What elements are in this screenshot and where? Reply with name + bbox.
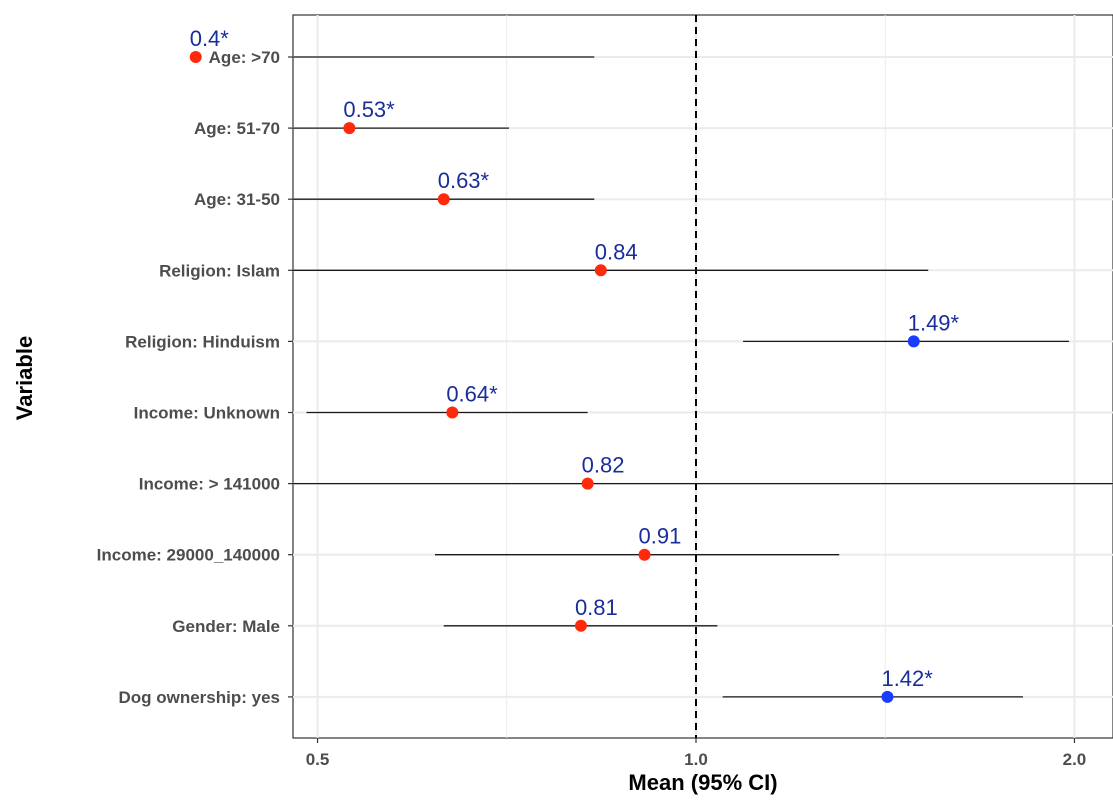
data-label: 1.49* <box>908 310 960 335</box>
data-label-layer: 0.4* 0.53* 0.63* 0.84 1.49* 0.64* 0.82 0.91 0.81… <box>190 26 960 691</box>
y-category-label: Income: 29000_140000 <box>97 546 280 565</box>
y-category-label: Gender: Male <box>172 617 280 636</box>
point-estimate <box>881 690 894 703</box>
y-category-label: Age: >70 <box>209 48 280 67</box>
point-estimate <box>446 406 459 419</box>
data-label: 0.63* <box>438 168 490 193</box>
data-label: 0.4* <box>190 26 230 51</box>
x-tick-label: 1.0 <box>684 750 708 769</box>
y-category-label: Dog ownership: yes <box>118 688 280 707</box>
y-category-labels: Age: >70 Age: 51-70 Age: 31-50 Religion: Is… <box>97 48 293 707</box>
data-label: 0.84 <box>595 239 638 264</box>
x-tick-label: 2.0 <box>1063 750 1087 769</box>
point-estimate <box>907 335 920 348</box>
data-label: 1.42* <box>881 666 933 691</box>
point-layer <box>189 51 920 703</box>
point-estimate <box>574 619 587 632</box>
data-label: 0.53* <box>343 97 395 122</box>
point-estimate <box>343 122 356 135</box>
x-tick-label: 0.5 <box>306 750 330 769</box>
data-label: 0.82 <box>582 453 625 478</box>
x-axis-title: Mean (95% CI) <box>628 770 777 795</box>
data-label: 0.91 <box>639 524 682 549</box>
point-estimate <box>638 548 651 561</box>
y-category-label: Age: 51-70 <box>194 119 280 138</box>
data-label: 0.81 <box>575 595 618 620</box>
data-label: 0.64* <box>446 382 498 407</box>
y-category-label: Religion: Hinduism <box>125 332 280 351</box>
point-estimate <box>581 477 594 490</box>
y-category-label: Religion: Islam <box>159 261 280 280</box>
point-estimate <box>594 264 607 277</box>
y-category-label: Income: Unknown <box>134 404 280 423</box>
x-tick-labels: 0.51.02.03.0 <box>306 738 1087 769</box>
y-axis-title: Variable <box>12 336 37 420</box>
point-estimate <box>437 193 450 206</box>
plot-panel <box>292 14 1113 739</box>
y-category-label: Income: > 141000 <box>139 475 280 494</box>
y-category-label: Age: 31-50 <box>194 190 280 209</box>
point-estimate <box>189 51 202 63</box>
